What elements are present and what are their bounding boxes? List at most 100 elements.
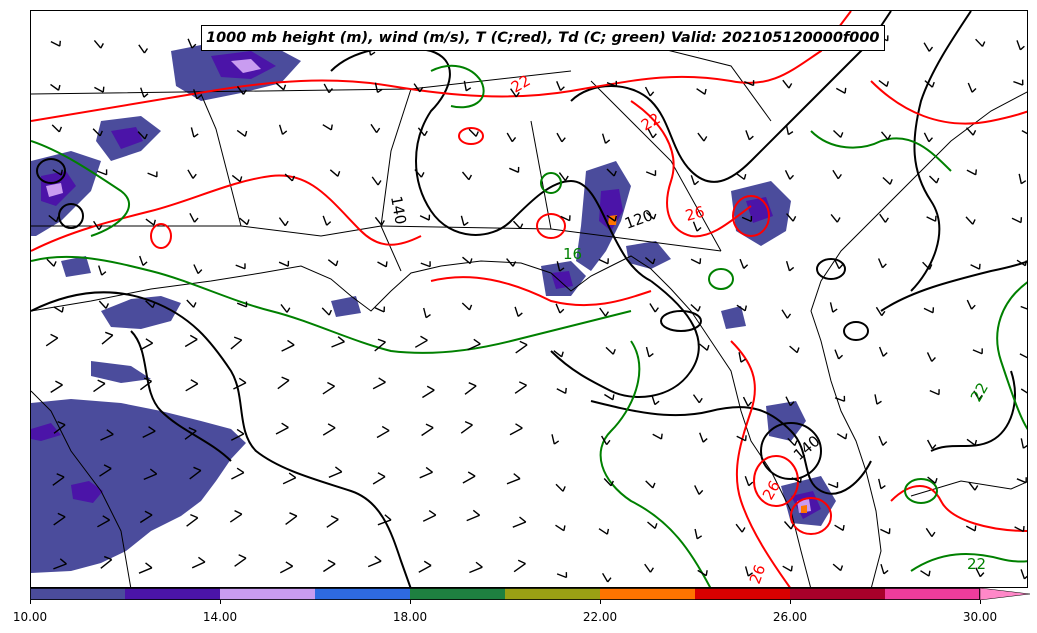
wind-barb [52,169,63,176]
wind-barb [285,512,298,525]
wind-barb [606,80,618,87]
wind-barb [423,307,431,319]
wind-barb [514,381,527,394]
dewpoint-fill-region [551,271,573,289]
wind-barb [187,38,197,49]
wind-barb [506,473,521,485]
height-contour [843,321,869,341]
wind-barb [145,300,156,309]
wind-barb [1016,477,1027,484]
wind-barb [926,352,936,362]
wind-barb [832,169,842,180]
wind-barb [555,303,565,314]
height-contour [58,203,84,229]
wind-barb [882,176,893,185]
wind-barb [690,258,702,265]
colorbar-tick-mark [790,600,791,604]
map-panel: 22 22 26 26 26 140 120 140 16 22 22 1000… [30,10,1028,588]
dewpoint-contour [31,140,131,237]
wind-barb [877,258,887,269]
wind-barb [967,82,977,93]
wind-barb [233,377,247,390]
height-contour [760,422,822,480]
wind-barb [145,218,156,226]
wind-barb [53,558,67,570]
wind-barb [1020,388,1027,395]
wind-barb [644,86,655,97]
colorbar-tick-mark [30,600,31,604]
wind-barb [278,124,288,135]
wind-barb [1019,352,1027,360]
wind-barb [696,88,707,95]
dewpoint-contour [910,553,1027,572]
dewpoint-fill-region [91,361,151,383]
wind-barb [880,563,889,575]
wind-barb [923,132,933,143]
wind-barb [53,421,66,434]
wind-barb [46,258,57,267]
dewpoint-fill-region [231,59,261,73]
wind-barb [101,331,114,345]
wind-barb [878,478,886,490]
wind-barb [651,394,660,406]
dewpoint-fill-layer [31,41,836,573]
wind-barb [93,39,104,49]
wind-barb [742,396,753,407]
temperature-contour [31,11,852,122]
wind-barb [462,256,473,265]
height-contour [816,258,846,280]
colorbar-tick-mark [410,600,411,604]
wind-barb [970,263,981,270]
wind-barb [784,169,795,180]
wind-barb [1020,569,1027,580]
wind-barb [98,265,107,276]
wind-barb [783,521,795,530]
wind-barb [551,434,560,445]
wind-barb [603,478,614,487]
wind-barb [510,88,520,98]
dewpoint-contour [904,478,938,504]
wind-barb [231,467,245,480]
state-boundary [590,80,722,252]
height-contour [31,291,412,587]
wind-barb [100,555,113,569]
dewpoint-fill-region [101,296,181,329]
wind-barb [231,174,243,183]
wind-barb [506,132,517,143]
wind-barb [787,437,798,447]
wind-barb [836,433,848,440]
wind-barb [692,394,703,404]
wind-barb [139,255,148,266]
map-canvas: 22 22 26 26 26 140 120 140 16 22 22 [31,11,1027,587]
wind-barb [878,435,888,446]
wind-barb [782,565,793,572]
wind-barb [506,258,517,267]
wind-barb [972,348,983,355]
state-boundary [31,225,382,237]
wind-barb [735,172,747,180]
wind-barb [461,171,473,181]
wind-barb [328,466,343,478]
wind-barb [598,528,610,535]
wind-barb [277,376,290,390]
wind-barb [467,338,481,351]
dewpoint-fill-region [31,423,61,441]
state-boundary [31,70,572,95]
wind-barb [51,124,63,133]
wind-barb [189,466,202,480]
wind-barb [744,566,753,577]
wind-barb [138,562,153,574]
wind-barb [187,169,197,179]
contour-label: 16 [563,245,582,263]
wind-barb [419,214,431,221]
wind-barb [739,258,749,269]
wind-barb [422,509,437,522]
dewpoint-contour [540,172,562,194]
wind-barb [143,468,158,481]
wind-barb [100,429,114,441]
height-contour [590,400,872,495]
wind-barb [697,569,708,577]
wind-barb [326,515,339,528]
wind-barb [139,377,153,391]
coastline [31,390,132,587]
